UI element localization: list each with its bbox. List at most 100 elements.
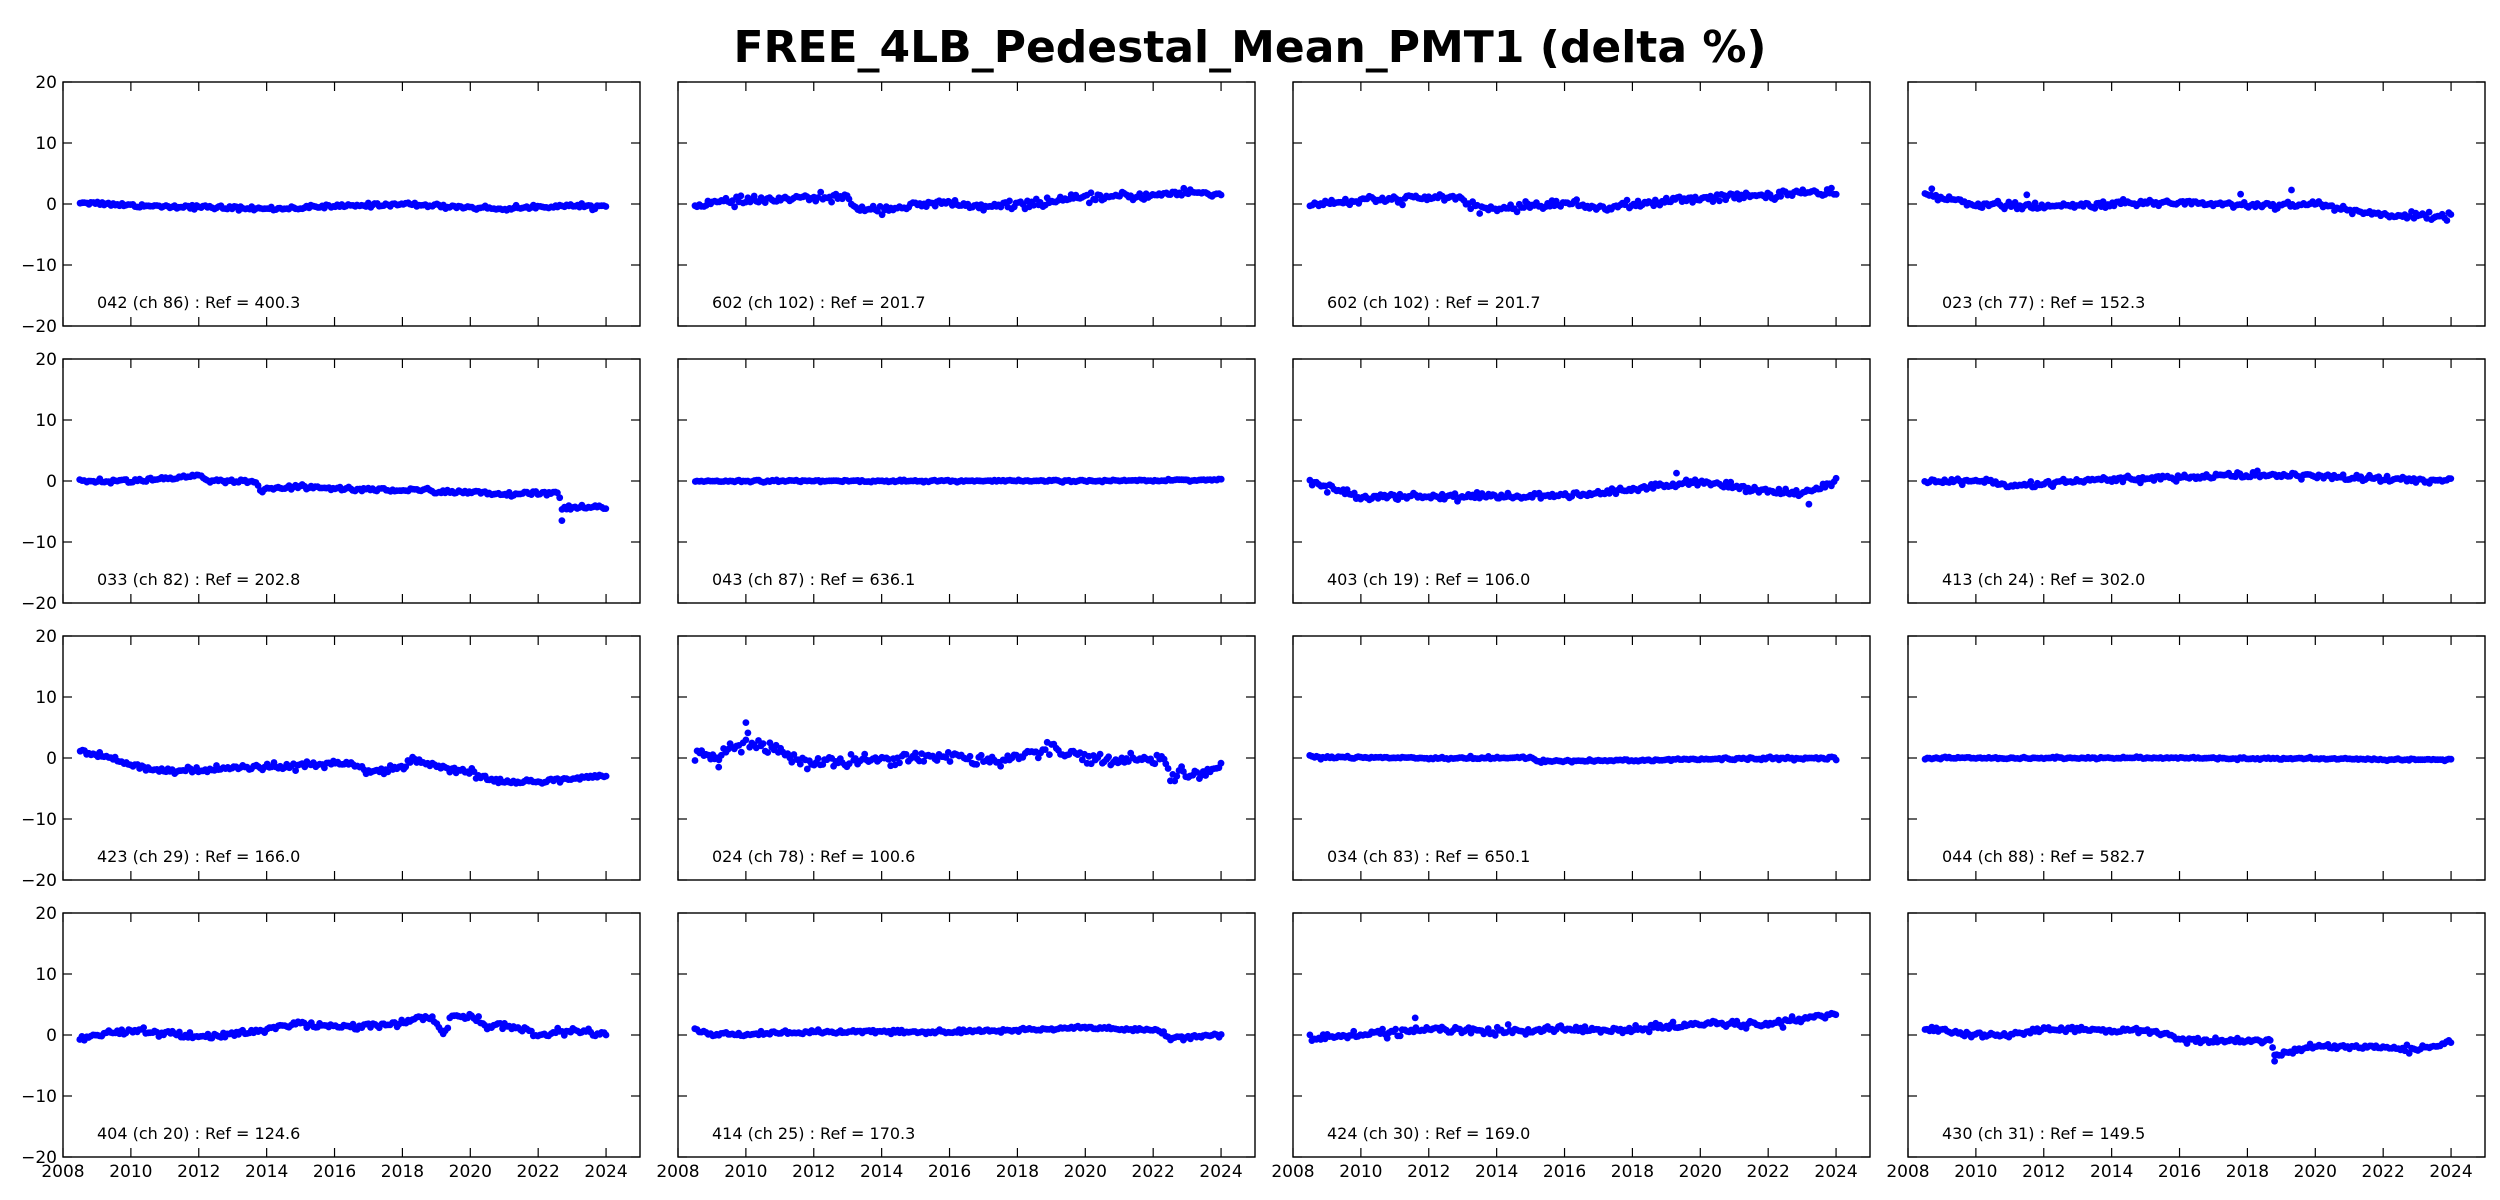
data-point <box>1716 197 1723 205</box>
series-points <box>76 471 610 524</box>
data-point <box>1164 765 1172 772</box>
x-tick-label: 2022 <box>2362 1162 2405 1182</box>
panel-5: 043 (ch 87) : Ref = 636.1 <box>677 358 1256 604</box>
data-point <box>444 1024 452 1032</box>
x-tick-label: 2016 <box>2158 1162 2201 1182</box>
data-point <box>2288 186 2295 194</box>
data-point <box>2269 1044 2277 1051</box>
panel-0: −20 −10 0 10 20 042 (ch 86) : Ref = 400.3 <box>21 73 641 337</box>
panel-12: 2008 2010 2012 2014 2016 2018 2020 2022 2024−20−… <box>21 904 641 1182</box>
y-tick-label: −10 <box>21 533 57 553</box>
y-tick-label: 0 <box>46 749 57 769</box>
data-point <box>731 203 738 211</box>
data-point <box>966 752 974 760</box>
series-points <box>1921 1023 2455 1065</box>
data-point <box>1006 197 1013 205</box>
data-point <box>186 1029 194 1036</box>
panel-2: 602 (ch 102) : Ref = 201.7 <box>1292 81 1871 327</box>
data-point <box>1202 772 1209 779</box>
data-point <box>744 729 752 737</box>
data-point <box>896 759 903 767</box>
data-point <box>475 1013 482 1020</box>
data-point <box>2443 217 2451 224</box>
data-point <box>1645 1028 1653 1036</box>
data-point <box>1451 490 1459 498</box>
x-tick-label: 2022 <box>1747 1162 1790 1182</box>
data-point <box>602 772 610 780</box>
y-tick-label: −10 <box>21 1087 57 1107</box>
data-point <box>1217 475 1225 483</box>
panel-frame <box>62 635 641 881</box>
data-point <box>973 761 981 768</box>
data-point <box>759 740 767 747</box>
x-tick-label: 2020 <box>1064 1162 1107 1182</box>
data-point <box>1180 768 1187 775</box>
data-point <box>933 757 941 764</box>
x-tick-label: 2016 <box>1543 1162 1586 1182</box>
data-point <box>817 188 825 196</box>
data-point <box>2269 200 2277 208</box>
data-point <box>1173 772 1181 780</box>
x-tick-label: 2016 <box>928 1162 971 1182</box>
data-point <box>602 1031 610 1039</box>
series-points <box>691 184 1225 219</box>
y-tick-label: −10 <box>21 256 57 276</box>
y-tick-label: −10 <box>21 810 57 830</box>
data-point <box>602 505 610 512</box>
data-point <box>1832 474 1840 482</box>
data-point <box>1151 760 1159 768</box>
x-tick-label: 2012 <box>792 1162 835 1182</box>
y-tick-label: 0 <box>46 1026 57 1046</box>
x-tick-label: 2010 <box>724 1162 767 1182</box>
panel-label: 023 (ch 77) : Ref = 152.3 <box>1942 293 2145 312</box>
x-tick-label: 2008 <box>1886 1162 1929 1182</box>
x-tick-label: 2010 <box>1339 1162 1382 1182</box>
data-point <box>1379 1025 1386 1033</box>
data-point <box>1383 1034 1391 1042</box>
data-point <box>1411 1014 1419 1022</box>
data-point <box>1805 500 1813 508</box>
data-point <box>2031 199 2039 207</box>
y-tick-label: 20 <box>35 73 57 93</box>
y-tick-label: 10 <box>35 134 57 154</box>
panel-3: 023 (ch 77) : Ref = 152.3 <box>1907 81 2486 327</box>
x-tick-label: 2014 <box>245 1162 288 1182</box>
data-point <box>828 198 835 206</box>
panel-frame <box>1292 358 1871 604</box>
panel-10: 034 (ch 83) : Ref = 650.1 <box>1292 635 1871 881</box>
data-point <box>140 1024 148 1031</box>
data-point <box>1105 753 1112 761</box>
data-point <box>1030 201 1038 209</box>
x-tick-label: 2012 <box>1407 1162 1450 1182</box>
data-point <box>2447 755 2455 763</box>
data-point <box>902 751 910 758</box>
data-point <box>1689 199 1696 206</box>
series-points <box>76 1010 610 1044</box>
data-point <box>1779 1024 1787 1031</box>
data-point <box>1928 185 1936 193</box>
panel-label: 034 (ch 83) : Ref = 650.1 <box>1327 847 1530 866</box>
data-point <box>1828 184 1835 192</box>
panel-label: 424 (ch 30) : Ref = 169.0 <box>1327 1124 1530 1143</box>
data-point <box>1078 756 1086 764</box>
x-tick-label: 2010 <box>109 1162 152 1182</box>
data-point <box>737 748 745 756</box>
x-tick-label: 2020 <box>2294 1162 2337 1182</box>
panel-11: 044 (ch 88) : Ref = 582.7 <box>1907 635 2486 881</box>
data-point <box>2447 211 2455 218</box>
x-tick-label: 2018 <box>1611 1162 1654 1182</box>
data-point <box>847 751 855 758</box>
y-tick-label: 20 <box>35 627 57 647</box>
data-point <box>2254 467 2261 475</box>
data-point <box>2023 191 2031 199</box>
data-point <box>1087 189 1095 197</box>
data-point <box>602 203 610 210</box>
data-point <box>1396 1032 1404 1040</box>
data-point <box>796 760 804 768</box>
x-tick-label: 2022 <box>1132 1162 1175 1182</box>
series-points <box>76 198 610 214</box>
data-point <box>920 757 928 765</box>
panel-13: 2008 2010 2012 2014 2016 2018 2020 2022 2024 414 … <box>656 912 1256 1182</box>
y-tick-label: −20 <box>21 1148 57 1168</box>
data-point <box>1306 1031 1314 1039</box>
